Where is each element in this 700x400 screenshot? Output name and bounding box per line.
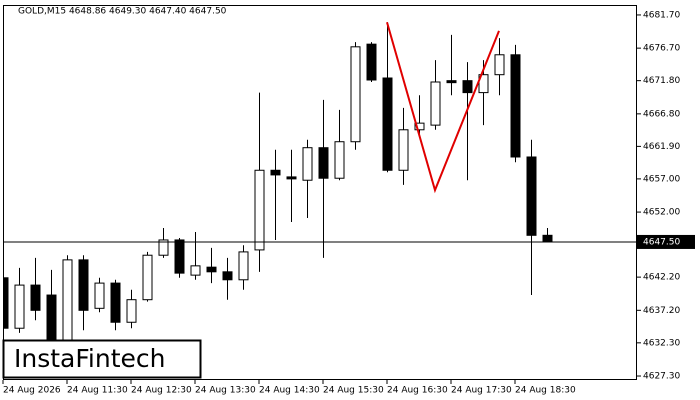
candle-body	[78, 259, 89, 311]
x-tick-label: 24 Aug 12:30	[131, 386, 192, 396]
y-tick-label: 4661.90	[643, 142, 680, 152]
y-tick-label: 4657.00	[643, 174, 680, 184]
current-price-box	[637, 234, 695, 249]
x-tick-label: 24 Aug 18:30	[515, 386, 576, 396]
header: GOLD,M15 4648.86 4649.30 4647.40 4647.50	[18, 7, 227, 17]
candle-body	[478, 74, 489, 94]
candle-body	[270, 169, 281, 176]
x-tick-label: 24 Aug 14:30	[259, 386, 320, 396]
y-tick-label: 4676.70	[643, 44, 680, 54]
x-tick-label: 24 Aug 15:30	[323, 386, 384, 396]
logo-box	[2, 339, 202, 379]
candle-body	[3, 277, 9, 329]
y-tick-label: 4681.70	[643, 10, 680, 20]
candle-body	[126, 299, 137, 323]
y-tick-label: 4666.80	[643, 109, 680, 119]
candle-body	[430, 81, 441, 126]
candle-body	[286, 176, 297, 180]
x-tick-label: 24 Aug 16:30	[387, 386, 448, 396]
candle-body	[222, 271, 233, 281]
y-tick-label: 4632.30	[643, 338, 680, 348]
candle-body	[510, 54, 521, 158]
candle-body	[14, 284, 25, 329]
candle-body	[174, 239, 185, 274]
candle-body	[46, 294, 57, 341]
candle-body	[366, 43, 377, 81]
candle-body	[350, 46, 361, 143]
candle-body	[142, 254, 153, 301]
candle-body	[190, 265, 201, 276]
candle-body	[238, 251, 249, 281]
candle-body	[30, 284, 41, 311]
candle-body	[110, 282, 121, 323]
current-price-label: 4647.50	[643, 237, 680, 247]
candle-body	[542, 234, 553, 243]
plot-area	[3, 21, 637, 345]
candle-body	[206, 266, 217, 273]
candle-body	[446, 80, 457, 84]
candle-body	[334, 141, 345, 179]
x-tick-label: 24 Aug 2026	[3, 386, 61, 396]
candle-body	[302, 147, 313, 181]
x-tick-label: 24 Aug 13:30	[195, 386, 256, 396]
candle-body	[414, 122, 425, 131]
logo-text: InstaFintech	[14, 344, 166, 373]
candle-body	[254, 169, 265, 251]
y-tick-label: 4652.00	[643, 208, 680, 218]
plot-frame	[3, 5, 637, 380]
x-tick-label: 24 Aug 11:30	[67, 386, 128, 396]
candle-body	[462, 80, 473, 94]
y-tick-label: 4671.80	[643, 76, 680, 86]
candle-body	[318, 147, 329, 179]
pattern-line	[386, 21, 500, 194]
y-tick-label: 4642.20	[643, 273, 680, 283]
y-tick-label: 4627.30	[643, 372, 680, 382]
y-tick-label: 4637.20	[643, 306, 680, 316]
candle-body	[494, 54, 505, 76]
candle-body	[158, 239, 169, 256]
candle-body	[62, 259, 73, 341]
logo: InstaFintech	[2, 339, 202, 379]
candle-body	[526, 156, 537, 236]
x-tick-label: 24 Aug 17:30	[451, 386, 512, 396]
candle-body	[382, 77, 393, 171]
candle-body	[398, 129, 409, 171]
candle-body	[94, 282, 105, 309]
